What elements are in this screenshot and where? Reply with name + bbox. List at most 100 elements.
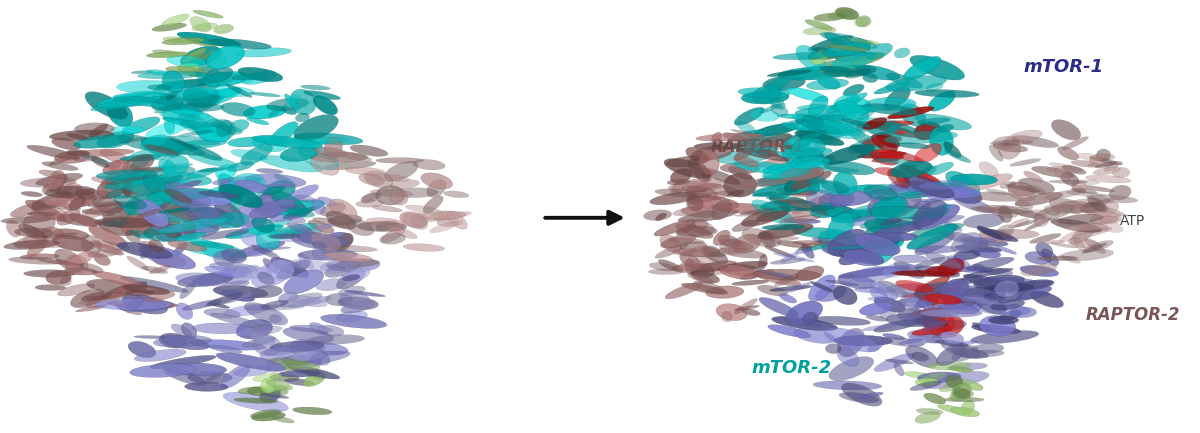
Ellipse shape xyxy=(176,224,220,239)
Ellipse shape xyxy=(943,142,961,158)
Ellipse shape xyxy=(766,150,779,157)
Ellipse shape xyxy=(901,292,920,311)
Ellipse shape xyxy=(742,309,760,316)
Ellipse shape xyxy=(948,367,973,372)
Ellipse shape xyxy=(236,48,292,57)
Ellipse shape xyxy=(38,259,82,266)
Ellipse shape xyxy=(1010,210,1046,219)
Ellipse shape xyxy=(122,284,169,294)
Ellipse shape xyxy=(251,325,272,331)
Ellipse shape xyxy=(812,316,870,325)
Ellipse shape xyxy=(326,265,346,271)
Ellipse shape xyxy=(802,116,822,128)
Ellipse shape xyxy=(264,139,305,144)
Ellipse shape xyxy=(210,120,236,139)
Ellipse shape xyxy=(158,217,228,233)
Ellipse shape xyxy=(223,392,288,412)
Ellipse shape xyxy=(761,200,817,212)
Ellipse shape xyxy=(768,325,811,338)
Ellipse shape xyxy=(938,278,965,299)
Ellipse shape xyxy=(338,297,378,310)
Ellipse shape xyxy=(910,207,937,219)
Ellipse shape xyxy=(838,206,895,218)
Ellipse shape xyxy=(786,143,811,164)
Ellipse shape xyxy=(940,279,968,303)
Ellipse shape xyxy=(294,115,338,141)
Ellipse shape xyxy=(284,94,299,110)
Ellipse shape xyxy=(733,161,802,175)
Ellipse shape xyxy=(768,96,786,110)
Ellipse shape xyxy=(323,161,376,170)
Ellipse shape xyxy=(205,185,244,201)
Ellipse shape xyxy=(866,315,888,321)
Ellipse shape xyxy=(888,177,934,193)
Ellipse shape xyxy=(918,372,947,384)
Ellipse shape xyxy=(925,83,943,91)
Ellipse shape xyxy=(14,228,53,237)
Ellipse shape xyxy=(241,144,272,165)
Ellipse shape xyxy=(434,212,472,220)
Ellipse shape xyxy=(881,203,899,211)
Ellipse shape xyxy=(916,266,960,278)
Ellipse shape xyxy=(769,285,812,291)
Ellipse shape xyxy=(155,103,188,113)
Ellipse shape xyxy=(244,105,286,119)
Ellipse shape xyxy=(854,234,900,255)
Ellipse shape xyxy=(98,220,134,236)
Ellipse shape xyxy=(749,135,784,147)
Ellipse shape xyxy=(26,239,48,257)
Ellipse shape xyxy=(925,316,949,336)
Ellipse shape xyxy=(671,168,691,183)
Ellipse shape xyxy=(232,203,240,211)
Ellipse shape xyxy=(898,308,923,320)
Ellipse shape xyxy=(734,107,764,125)
Ellipse shape xyxy=(758,231,775,247)
Ellipse shape xyxy=(806,79,848,90)
Ellipse shape xyxy=(235,186,254,193)
Ellipse shape xyxy=(287,223,311,233)
Ellipse shape xyxy=(292,339,325,352)
Ellipse shape xyxy=(990,140,1033,145)
Ellipse shape xyxy=(888,169,910,188)
Ellipse shape xyxy=(796,105,868,116)
Ellipse shape xyxy=(900,311,940,319)
Ellipse shape xyxy=(989,145,1003,162)
Ellipse shape xyxy=(1004,281,1052,291)
Ellipse shape xyxy=(685,186,718,201)
Ellipse shape xyxy=(1090,154,1115,162)
Ellipse shape xyxy=(94,254,110,265)
Ellipse shape xyxy=(686,220,715,234)
Ellipse shape xyxy=(896,160,917,183)
Ellipse shape xyxy=(114,173,157,194)
Ellipse shape xyxy=(755,149,776,156)
Ellipse shape xyxy=(844,250,883,266)
Ellipse shape xyxy=(218,174,241,200)
Ellipse shape xyxy=(660,234,696,248)
Ellipse shape xyxy=(859,302,893,315)
Ellipse shape xyxy=(186,168,217,179)
Ellipse shape xyxy=(162,117,234,134)
Ellipse shape xyxy=(893,255,928,263)
Ellipse shape xyxy=(25,200,66,221)
Ellipse shape xyxy=(794,198,818,211)
Ellipse shape xyxy=(162,335,209,350)
Ellipse shape xyxy=(882,194,922,219)
Ellipse shape xyxy=(152,202,170,213)
Ellipse shape xyxy=(125,183,156,201)
Ellipse shape xyxy=(48,170,65,190)
Ellipse shape xyxy=(4,240,59,249)
Ellipse shape xyxy=(757,285,787,296)
Ellipse shape xyxy=(1076,222,1109,232)
Ellipse shape xyxy=(908,307,943,317)
Ellipse shape xyxy=(784,167,821,192)
Ellipse shape xyxy=(841,383,882,406)
Ellipse shape xyxy=(1042,249,1058,266)
Ellipse shape xyxy=(910,55,965,80)
Ellipse shape xyxy=(838,328,865,357)
Ellipse shape xyxy=(666,155,710,167)
Ellipse shape xyxy=(35,284,66,291)
Ellipse shape xyxy=(954,196,994,213)
Ellipse shape xyxy=(773,52,846,60)
Ellipse shape xyxy=(780,294,797,303)
Ellipse shape xyxy=(175,273,229,286)
